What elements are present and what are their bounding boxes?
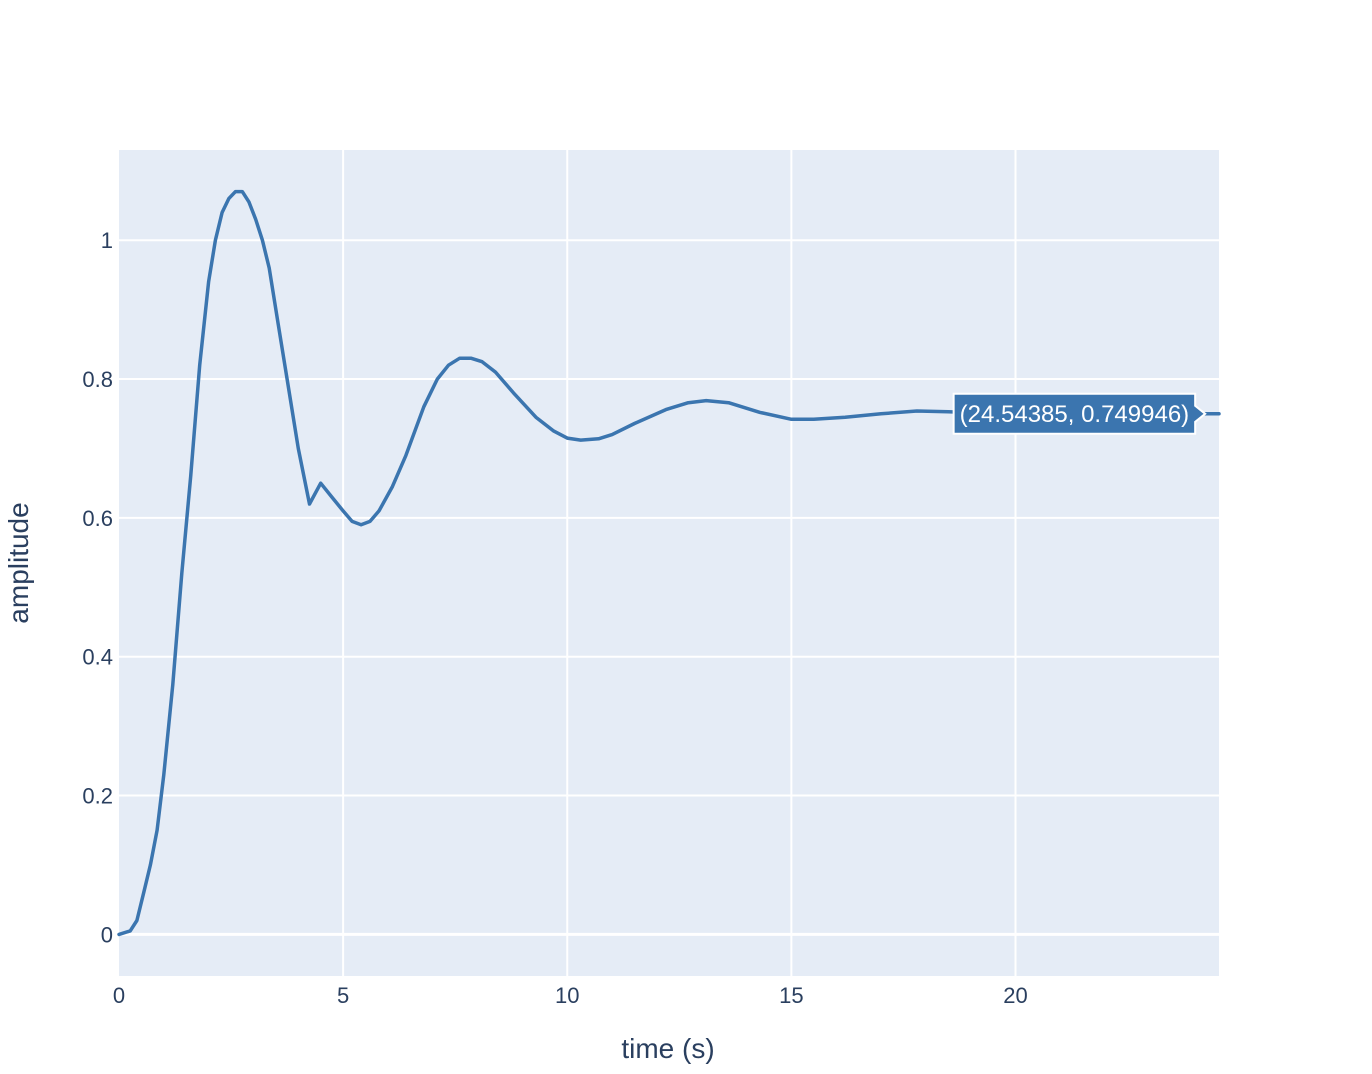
series-line[interactable] xyxy=(117,189,1221,937)
x-tick-label: 5 xyxy=(337,983,349,1008)
y-tick-label: 0 xyxy=(101,922,113,947)
x-axis-ticks: 0 5 10 15 20 xyxy=(113,983,1028,1008)
y-tick-label: 0.4 xyxy=(82,645,113,670)
y-tick-label: 0.2 xyxy=(82,784,113,809)
x-gridlines xyxy=(342,150,1017,976)
y-tick-label: 0.6 xyxy=(82,506,113,531)
y-axis-ticks: 0 0.2 0.4 0.6 0.8 1 xyxy=(82,228,113,947)
plot-background xyxy=(119,150,1219,976)
y-tick-label: 0.8 xyxy=(82,367,113,392)
y-axis-title: amplitude xyxy=(3,502,34,623)
y-gridlines xyxy=(119,239,1219,936)
hover-tooltip-text: (24.54385, 0.749946) xyxy=(960,401,1190,428)
hover-tooltip-box xyxy=(952,392,1207,435)
x-tick-label: 15 xyxy=(779,983,803,1008)
x-tick-label: 0 xyxy=(113,983,125,1008)
x-tick-label: 20 xyxy=(1003,983,1027,1008)
y-tick-label: 1 xyxy=(101,228,113,253)
x-axis-title: time (s) xyxy=(621,1033,714,1064)
x-tick-label: 10 xyxy=(555,983,579,1008)
hover-tooltip: (24.54385, 0.749946) xyxy=(952,392,1207,435)
